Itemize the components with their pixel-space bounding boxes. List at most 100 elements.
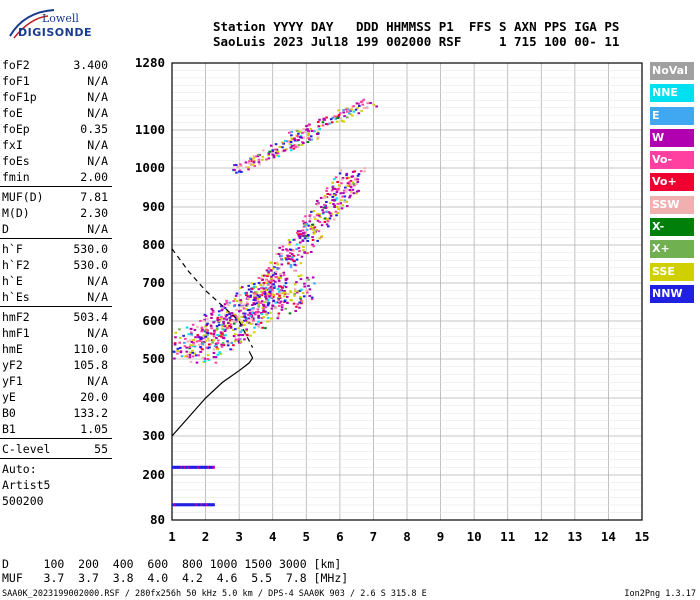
echo-point (208, 343, 211, 346)
echo-point (179, 350, 183, 353)
echo-point (269, 269, 273, 272)
echo-point (230, 319, 234, 322)
param-key: D (2, 222, 9, 236)
echo-point (266, 298, 270, 301)
echo-point (239, 163, 242, 166)
echo-point (270, 307, 274, 310)
echo-point (333, 198, 336, 201)
echo-point (281, 245, 285, 248)
x-tick-label: 11 (500, 529, 515, 544)
param-key: hmE (2, 342, 23, 356)
echo-point (346, 184, 350, 187)
echo-point (316, 131, 320, 134)
echo-point (264, 327, 267, 330)
echo-point (325, 219, 329, 222)
param-key: h`Es (2, 290, 30, 304)
echo-point (294, 309, 298, 312)
echo-point (262, 274, 266, 277)
echo-point (341, 178, 344, 181)
electron-density-profile (171, 351, 254, 437)
echo-point (251, 307, 255, 310)
echo-point (200, 330, 203, 333)
echo-point (338, 112, 342, 115)
echo-point (298, 130, 301, 133)
echo-point (229, 323, 233, 326)
echo-point (264, 306, 268, 309)
echo-point (306, 239, 310, 242)
echo-point (270, 287, 274, 290)
echo-point (272, 286, 276, 289)
echo-point (321, 124, 325, 127)
echo-point (334, 117, 338, 120)
extrapolated-profile (171, 248, 254, 348)
echo-point (300, 255, 304, 258)
echo-point (288, 252, 292, 255)
echo-point (345, 110, 349, 113)
echo-point (310, 296, 314, 299)
echo-point (295, 248, 298, 251)
echo-point (357, 173, 361, 176)
echo-point (210, 312, 213, 315)
echo-point (328, 212, 332, 215)
echo-point (290, 253, 294, 256)
header-line-2: SaoLuis 2023 Jul18 199 002000 RSF 1 715 … (213, 34, 620, 49)
echo-point (302, 136, 306, 139)
echo-point (254, 323, 258, 326)
echo-point (316, 132, 320, 135)
echo-point (247, 284, 251, 287)
echo-point (336, 211, 339, 214)
echo-point (233, 298, 237, 301)
echo-point (263, 292, 267, 295)
echo-point (287, 261, 290, 264)
param-row: B0 133.2 (0, 405, 112, 421)
echo-point (252, 155, 256, 158)
param-value: N/A (87, 90, 108, 104)
echo-point (228, 316, 232, 319)
echo-point (297, 233, 301, 236)
echo-point (351, 181, 355, 184)
echo-point (249, 315, 252, 318)
echo-point (304, 221, 307, 224)
echo-point (279, 285, 283, 288)
echo-point (252, 312, 256, 315)
echo-point (272, 156, 276, 159)
echo-point (355, 192, 358, 195)
echo-point (302, 295, 306, 298)
echo-point (300, 302, 303, 305)
echo-point (193, 503, 197, 507)
echo-point (302, 246, 305, 249)
echo-point (322, 206, 326, 209)
echo-point (277, 279, 281, 282)
y-tick-label: 1100 (135, 122, 165, 137)
echo-point (315, 199, 319, 202)
param-key: h`F2 (2, 258, 30, 272)
echo-point (208, 339, 211, 342)
echo-point (303, 251, 307, 254)
echo-point (240, 170, 243, 173)
echo-point (270, 289, 274, 292)
echo-point (326, 192, 329, 195)
echo-point (261, 326, 264, 329)
echo-point (188, 356, 192, 359)
echo-point (351, 170, 355, 173)
echo-point (183, 341, 186, 344)
echo-point (272, 279, 275, 282)
echo-point (310, 129, 314, 132)
echo-point (253, 326, 256, 329)
echo-point (270, 317, 273, 320)
echo-point (325, 205, 329, 208)
echo-point (281, 150, 285, 153)
echo-point (224, 313, 227, 316)
echo-point (198, 339, 201, 342)
echo-point (267, 302, 270, 305)
echo-point (297, 290, 300, 293)
param-value: 2.00 (80, 170, 108, 184)
echo-point (334, 176, 338, 179)
echo-point (195, 503, 199, 507)
echo-point (268, 295, 271, 298)
echo-point (266, 316, 270, 319)
echo-point (195, 340, 199, 343)
echo-point (267, 268, 270, 271)
echo-point (216, 333, 219, 336)
echo-point (210, 503, 214, 507)
